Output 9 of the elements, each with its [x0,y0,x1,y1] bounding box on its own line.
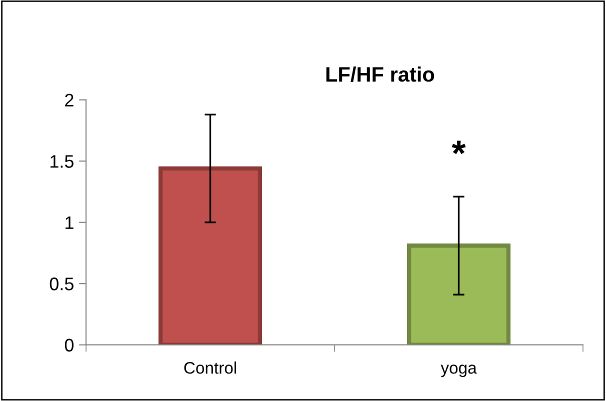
x-tick-label: yoga [440,364,477,378]
x-tick-label: Control [184,362,236,374]
y-tick-label: 1 [66,216,74,229]
y-tick-label: 1.5 [50,155,74,168]
y-tick-label: 0 [64,338,74,352]
chart-title: LF/HF ratio [326,66,434,82]
y-tick-label: 2 [65,94,74,106]
annotation: * [452,140,466,154]
y-tick-label: 0.5 [50,278,74,290]
